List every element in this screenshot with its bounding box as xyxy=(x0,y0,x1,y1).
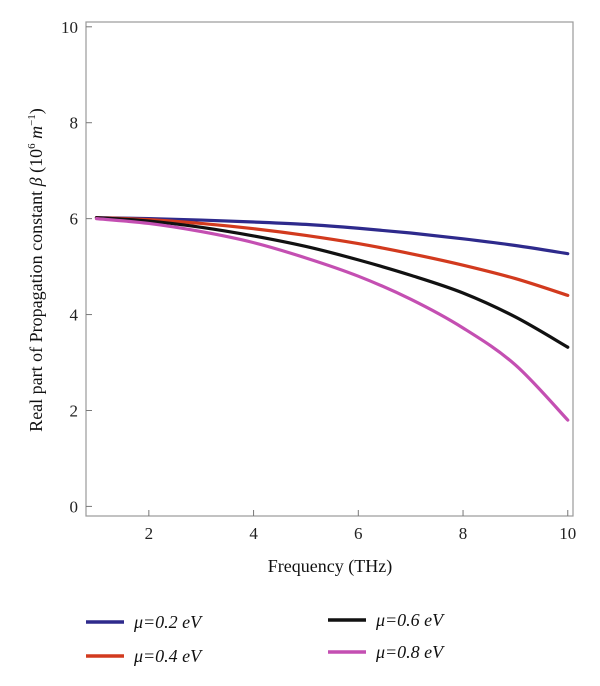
axis-ticks: 2 4 6 8 10 0 2 4 6 8 10 xyxy=(61,18,576,543)
legend-label: μ=0.6 eV xyxy=(375,610,445,630)
y-tick-label: 0 xyxy=(70,497,79,516)
legend: μ=0.2 eV μ=0.4 eV μ=0.6 eV μ=0.8 eV xyxy=(86,610,445,666)
legend-item-mu-0-6: μ=0.6 eV xyxy=(328,610,445,630)
plot-frame xyxy=(85,21,574,517)
x-tick-label: 8 xyxy=(459,524,468,543)
y-tick-label: 2 xyxy=(70,401,79,420)
series-lines xyxy=(94,216,570,422)
series-line-1 xyxy=(94,216,570,297)
x-tick-label: 2 xyxy=(145,524,154,543)
series-line-2 xyxy=(94,216,570,349)
x-tick-label: 6 xyxy=(354,524,363,543)
legend-item-mu-0-4: μ=0.4 eV xyxy=(86,646,203,666)
legend-label: μ=0.8 eV xyxy=(375,642,445,662)
y-axis-label: Real part of Propagation constant β (106… xyxy=(26,108,47,432)
y-tick-label: 4 xyxy=(70,306,79,325)
legend-item-mu-0-2: μ=0.2 eV xyxy=(86,612,203,632)
x-axis-label: Frequency (THz) xyxy=(268,556,392,577)
y-tick-label: 8 xyxy=(70,114,79,133)
y-tick-label: 6 xyxy=(70,210,79,229)
legend-item-mu-0-8: μ=0.8 eV xyxy=(328,642,445,662)
y-tick-label: 10 xyxy=(61,18,78,37)
series-line-0 xyxy=(94,216,570,256)
x-tick-label: 10 xyxy=(559,524,576,543)
x-tick-label: 4 xyxy=(249,524,258,543)
legend-label: μ=0.2 eV xyxy=(133,612,203,632)
series-line-3 xyxy=(94,217,570,422)
legend-label: μ=0.4 eV xyxy=(133,646,203,666)
